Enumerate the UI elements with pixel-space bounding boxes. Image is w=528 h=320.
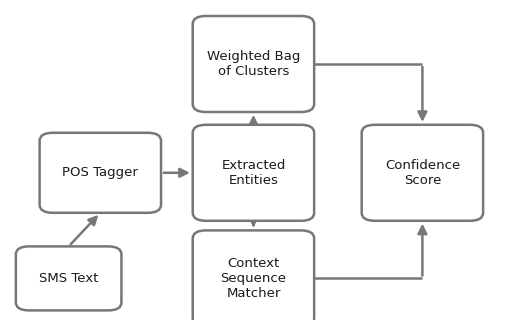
- FancyBboxPatch shape: [193, 16, 314, 112]
- Text: Context
Sequence
Matcher: Context Sequence Matcher: [221, 257, 286, 300]
- Text: SMS Text: SMS Text: [39, 272, 98, 285]
- Text: Extracted
Entities: Extracted Entities: [221, 159, 286, 187]
- Text: Confidence
Score: Confidence Score: [385, 159, 460, 187]
- FancyBboxPatch shape: [193, 125, 314, 221]
- Text: POS Tagger: POS Tagger: [62, 166, 138, 179]
- FancyBboxPatch shape: [16, 246, 121, 310]
- FancyBboxPatch shape: [193, 230, 314, 320]
- FancyBboxPatch shape: [362, 125, 483, 221]
- FancyBboxPatch shape: [40, 133, 161, 213]
- Text: Weighted Bag
of Clusters: Weighted Bag of Clusters: [207, 50, 300, 78]
